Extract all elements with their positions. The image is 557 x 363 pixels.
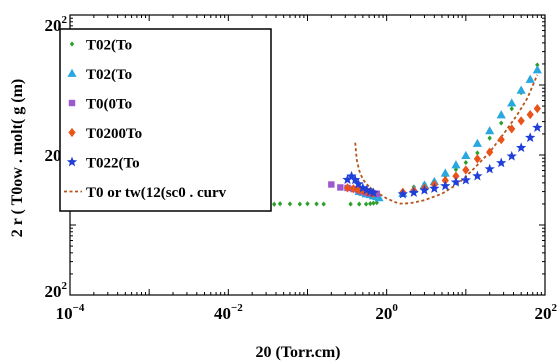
data-point xyxy=(517,116,525,126)
data-point xyxy=(497,134,505,145)
data-point xyxy=(487,135,492,141)
legend-label: T0 or tw(12(sc0 . curv xyxy=(86,185,227,201)
data-point xyxy=(473,154,482,164)
data-point xyxy=(357,201,362,207)
data-point xyxy=(533,104,541,114)
data-point xyxy=(361,184,372,195)
data-point xyxy=(368,187,379,198)
data-point xyxy=(486,147,494,157)
data-point xyxy=(374,199,379,206)
data-point xyxy=(452,171,460,181)
data-point xyxy=(357,182,368,193)
data-point xyxy=(508,124,516,134)
data-point xyxy=(535,62,540,68)
data-point xyxy=(499,120,504,126)
data-point xyxy=(321,201,326,207)
data-point xyxy=(484,163,495,174)
data-point xyxy=(525,74,535,83)
data-point xyxy=(277,201,283,207)
data-point xyxy=(314,201,319,207)
data-point xyxy=(397,188,408,199)
data-point xyxy=(463,159,469,166)
data-point xyxy=(475,150,480,156)
data-point xyxy=(328,181,335,188)
legend-marker xyxy=(67,68,77,77)
y-axis-label: 2 r ( T0ow . molt( g (m) xyxy=(9,79,26,238)
legend-marker xyxy=(68,99,76,107)
data-point xyxy=(460,174,471,185)
data-point xyxy=(485,126,495,135)
data-point xyxy=(348,201,353,207)
data-point xyxy=(343,183,352,193)
data-point xyxy=(440,168,450,177)
data-point xyxy=(440,180,451,191)
data-point xyxy=(374,193,384,202)
data-point xyxy=(450,176,462,187)
data-point xyxy=(342,174,353,185)
data-point xyxy=(363,201,369,207)
y-tick-label: 202 xyxy=(45,280,68,301)
data-point xyxy=(349,184,357,194)
data-point xyxy=(287,201,293,207)
data-point xyxy=(368,201,373,207)
data-point xyxy=(371,200,376,206)
data-point xyxy=(297,201,303,207)
y-tick-label: 202 xyxy=(45,14,68,35)
x-tick-label: 202 xyxy=(535,302,557,323)
data-point xyxy=(507,98,517,107)
data-point xyxy=(350,174,361,185)
data-point xyxy=(462,165,470,175)
legend-marker xyxy=(69,41,75,47)
legend-label: T02(To xyxy=(86,38,132,54)
legend-label: T0200To xyxy=(86,126,142,142)
data-point xyxy=(472,138,483,147)
data-point xyxy=(472,170,483,181)
legend-box xyxy=(59,28,272,212)
legend: T02(To T02(To T0(0To T0200To T022(To T0 or tw… xyxy=(59,28,272,212)
legend-marker xyxy=(66,156,78,167)
data-point xyxy=(305,201,310,207)
data-point xyxy=(525,132,536,143)
data-point xyxy=(496,110,506,119)
data-point xyxy=(346,170,357,181)
legend-label: T0(0To xyxy=(86,97,132,113)
data-point xyxy=(441,175,449,186)
data-point xyxy=(337,184,344,191)
data-point xyxy=(461,150,471,160)
data-point xyxy=(532,65,542,74)
data-point xyxy=(526,110,534,120)
series-5 xyxy=(342,122,543,199)
data-point xyxy=(451,160,461,169)
legend-label: T022(To xyxy=(86,156,140,172)
data-point xyxy=(272,201,277,207)
data-point xyxy=(496,157,507,168)
data-point xyxy=(408,187,419,197)
data-point xyxy=(516,85,526,94)
data-point xyxy=(532,122,543,132)
data-point xyxy=(509,106,514,112)
data-point xyxy=(419,184,430,195)
data-point xyxy=(516,142,527,153)
data-point xyxy=(506,150,517,161)
x-tick-label: 200 xyxy=(375,302,398,323)
x-axis-label: 20 (Torr.cm) xyxy=(255,344,340,361)
data-point xyxy=(353,178,364,189)
x-tick-label: 10−4 xyxy=(56,302,85,323)
data-point xyxy=(373,190,380,197)
legend-marker xyxy=(68,127,76,138)
x-tick-label: 40−2 xyxy=(214,302,243,323)
legend-label: T02(To xyxy=(86,67,132,83)
data-point xyxy=(429,183,440,193)
